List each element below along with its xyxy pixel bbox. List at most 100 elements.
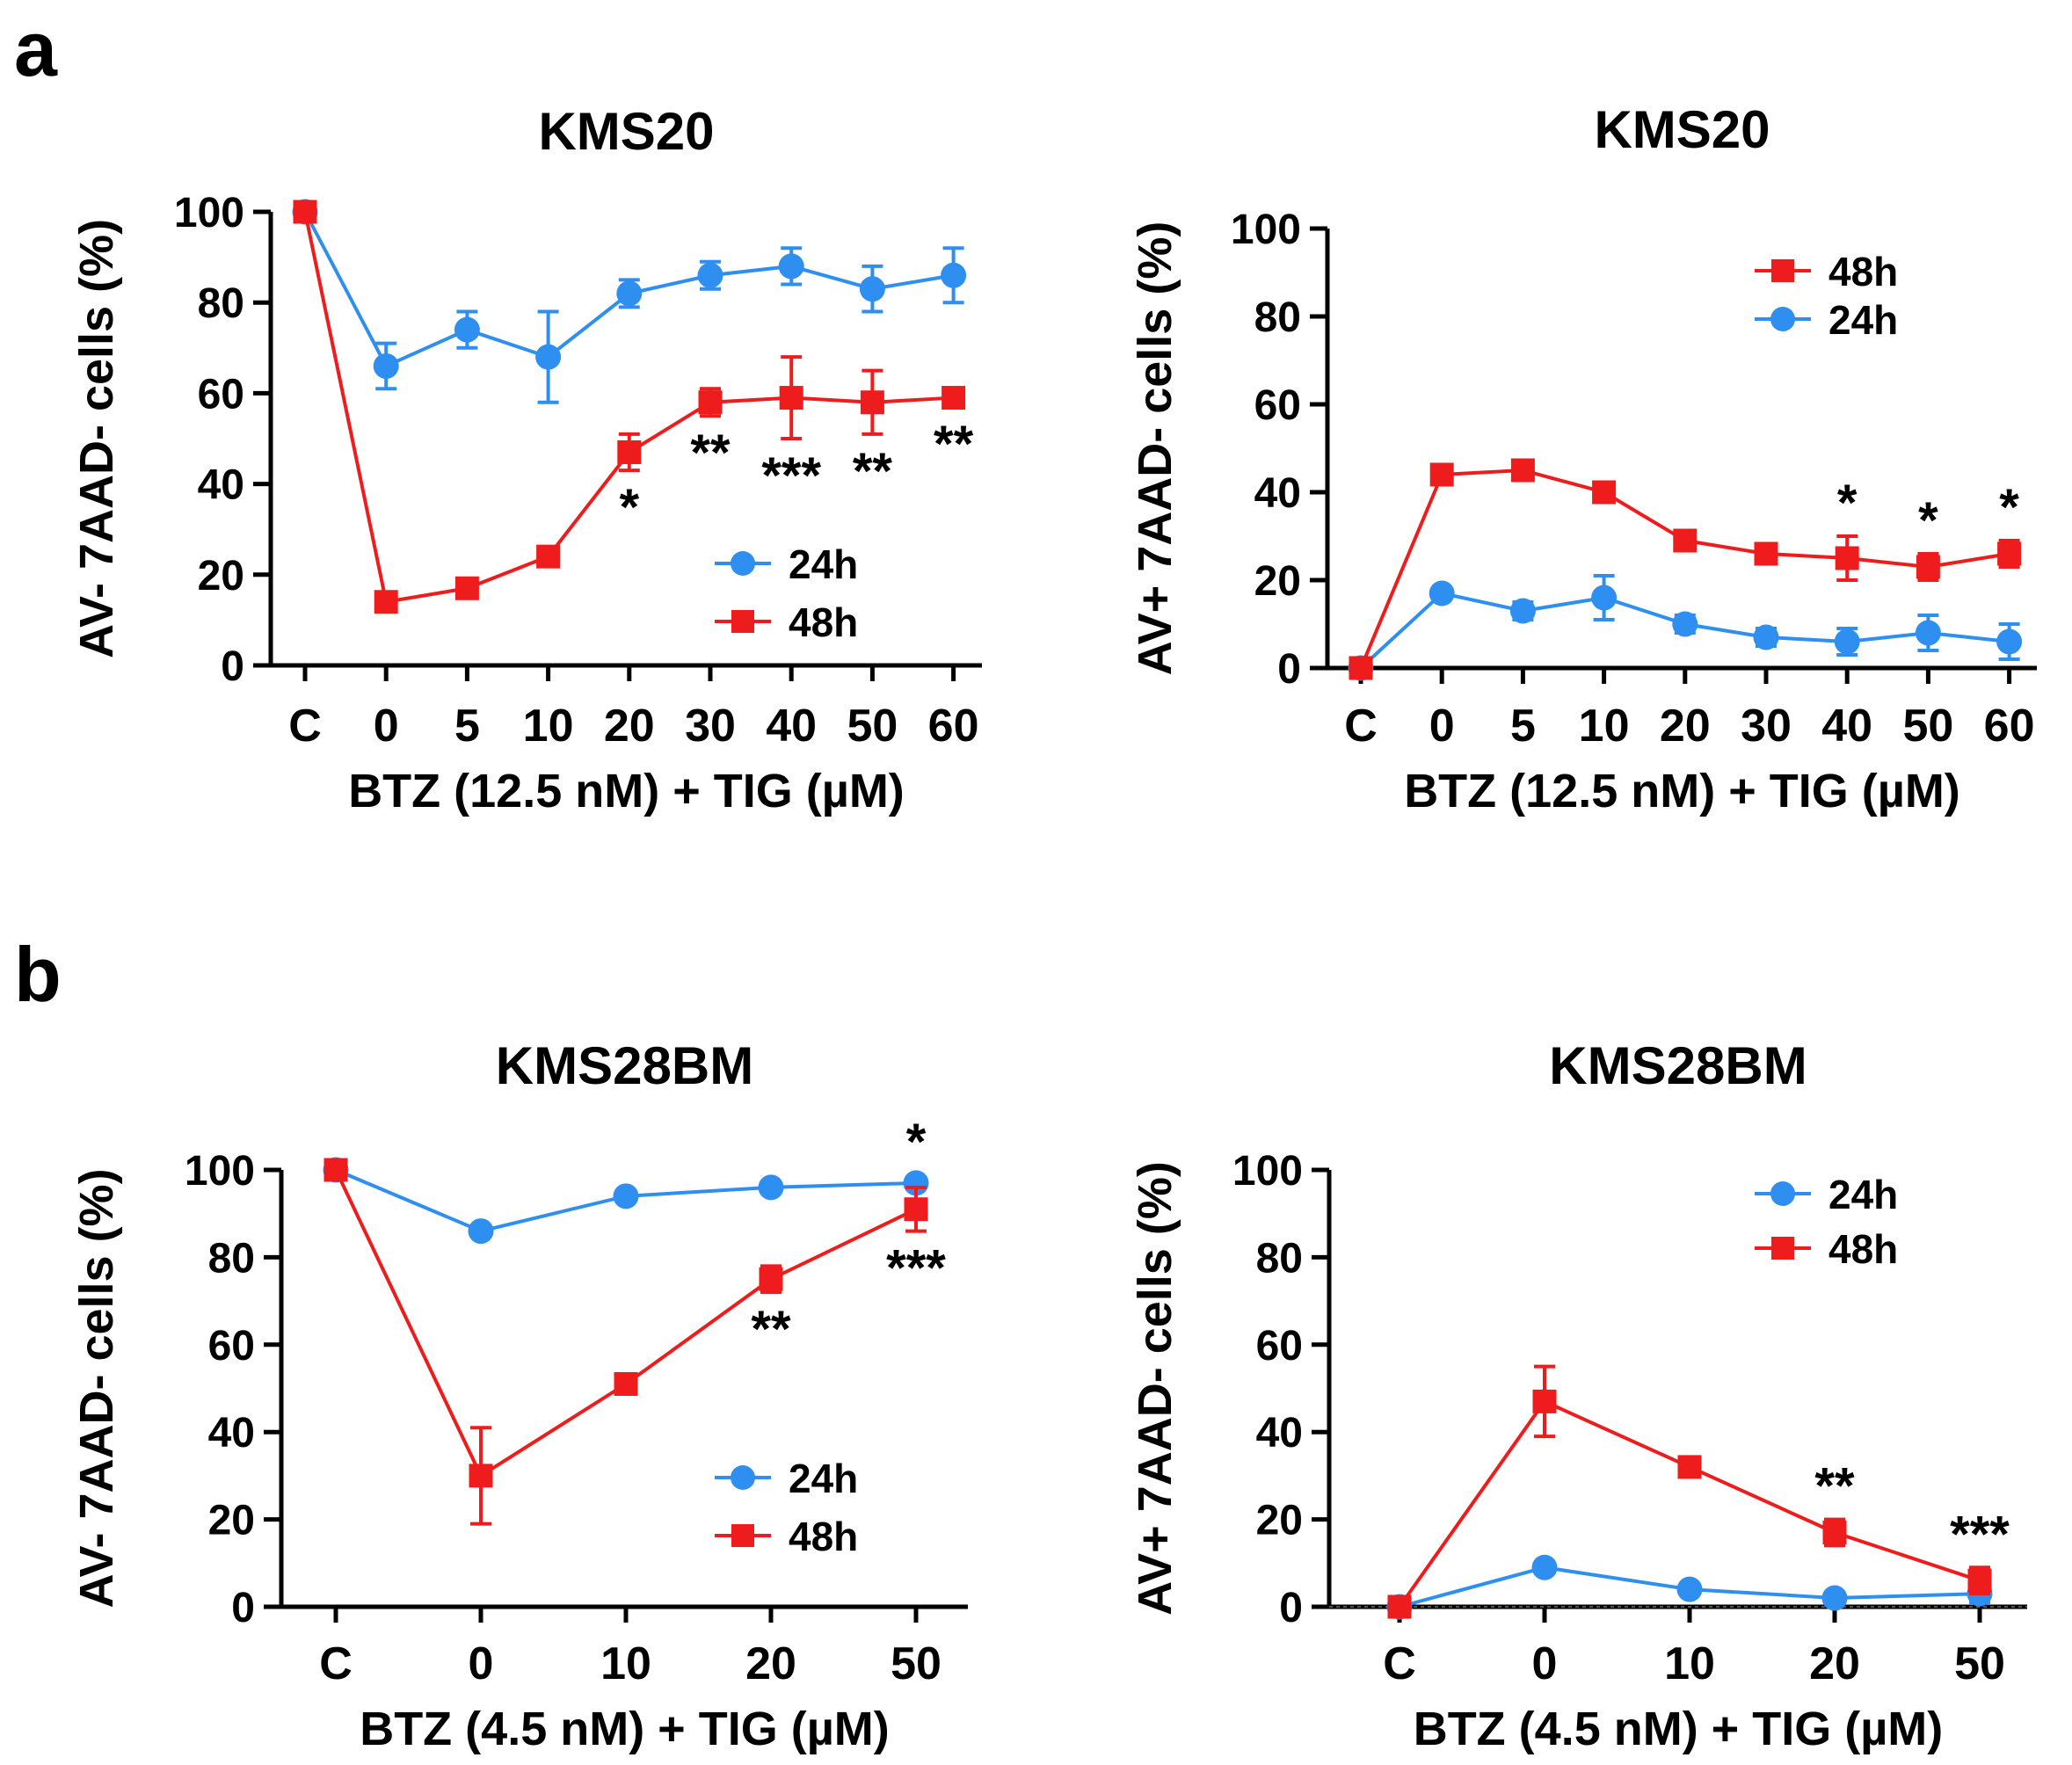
chart2-x-tick-label: 50 xyxy=(1902,701,1953,752)
chart1-legend-label-48h: 48h xyxy=(789,599,858,645)
chart2-series-24h-point xyxy=(1915,620,1941,646)
chart1-series-48h-point xyxy=(779,386,803,410)
chart2-legend-label-48h: 48h xyxy=(1828,249,1898,294)
chart1-x-tick-label: 60 xyxy=(928,701,979,752)
chart3-x-tick-label: 0 xyxy=(469,1638,494,1689)
chart3-y-tick-label: 60 xyxy=(208,1323,255,1369)
chart4-series-24h-point xyxy=(1821,1585,1848,1611)
chart3-series-48h-point xyxy=(759,1267,783,1291)
chart2-legend-marker-24h xyxy=(1770,307,1795,331)
chart2-significance-marker: * xyxy=(1837,475,1858,532)
chart2-legend-label-24h: 24h xyxy=(1828,297,1898,343)
chart3-series-48h-point xyxy=(324,1158,348,1182)
chart2-y-tick-label: 40 xyxy=(1254,470,1301,517)
chart1-legend-marker-24h xyxy=(731,551,755,576)
chart4-y-tick-label: 100 xyxy=(1232,1148,1303,1195)
chart3-significance-marker: *** xyxy=(886,1240,946,1297)
chart2-series-48h-line xyxy=(1359,468,2010,669)
chart2-series-48h-point xyxy=(1510,458,1535,483)
chart4-y-tick-label: 0 xyxy=(1279,1585,1303,1631)
chart1-y-tick-label: 20 xyxy=(198,553,244,599)
chart3-significance-marker: * xyxy=(906,1114,927,1171)
chart3-series-24h-point xyxy=(903,1170,929,1196)
chart3-y-tick-label: 0 xyxy=(231,1585,255,1631)
chart4-x-tick-label: 50 xyxy=(1954,1638,2005,1689)
chart2-y-tick-label: 60 xyxy=(1254,382,1301,429)
chart2-series-24h-point xyxy=(1996,628,2023,655)
chart2-series-48h-point xyxy=(1673,528,1698,553)
chart1-title: KMS20 xyxy=(538,102,714,161)
chart3-legend-label-48h: 48h xyxy=(789,1514,858,1559)
chart2-series-48h-point xyxy=(1916,555,1940,579)
chart4-legend-label-48h: 48h xyxy=(1828,1226,1898,1272)
chart4-legend-marker-24h xyxy=(1770,1181,1795,1206)
chart3-y-tick-label: 100 xyxy=(185,1148,255,1195)
chart1-y-axis-label: AV- 7AAD- cells (%) xyxy=(70,219,123,658)
chart1-series-48h-point xyxy=(617,439,642,464)
chart1-y-tick-label: 100 xyxy=(174,190,244,236)
chart2-series-24h-point xyxy=(1591,585,1618,611)
chart3-legend-marker-24h xyxy=(731,1465,755,1490)
chart4-x-tick-label: 10 xyxy=(1664,1638,1715,1689)
chart3-title: KMS28BM xyxy=(496,1036,753,1095)
chart2-y-tick-label: 80 xyxy=(1254,294,1301,341)
chart1-series-48h-point xyxy=(698,390,723,415)
chart2-series-48h-point xyxy=(1349,656,1373,680)
chart2-x-tick-label: 0 xyxy=(1429,701,1455,752)
chart3-series-48h-point xyxy=(469,1464,493,1488)
chart1-series-48h-point xyxy=(860,390,884,415)
chart1-x-tick-label: 0 xyxy=(374,701,399,752)
chart1-y-tick-label: 80 xyxy=(198,280,244,327)
chart2-series-48h-point xyxy=(1754,541,1778,566)
chart2-x-tick-label: 10 xyxy=(1579,701,1630,752)
chart2-series-48h-point xyxy=(1429,462,1454,487)
chart1-legend-marker-48h xyxy=(731,610,754,633)
chart3-y-tick-label: 40 xyxy=(208,1410,255,1456)
chart2-series-24h-point xyxy=(1429,580,1455,606)
chart4-series-48h-point xyxy=(1532,1389,1557,1413)
chart4-series-48h-point xyxy=(1967,1568,1992,1593)
chart3-x-tick-label: 20 xyxy=(745,1638,796,1689)
chart2-significance-marker: * xyxy=(1999,479,2019,536)
chart1-y-tick-label: 0 xyxy=(221,643,244,690)
chart4-series-24h-point xyxy=(1676,1576,1703,1602)
chart3-series-48h-point xyxy=(614,1372,638,1397)
chart4-series-48h-point xyxy=(1822,1521,1847,1545)
chart1-y-tick-label: 60 xyxy=(198,371,244,418)
chart1-x-tick-label: 5 xyxy=(454,701,480,752)
panel-label-b: b xyxy=(14,931,62,1018)
chart1-series-48h-point xyxy=(941,386,966,410)
chart3-legend-label-24h: 24h xyxy=(789,1456,858,1501)
chart1-y-tick-label: 40 xyxy=(198,462,244,509)
chart4-significance-marker: *** xyxy=(1950,1506,2010,1563)
chart2-x-axis-label: BTZ (12.5 nM) + TIG (µM) xyxy=(1404,765,1960,817)
chart2-series-24h-point xyxy=(1834,628,1860,655)
chart4-x-axis-label: BTZ (4.5 nM) + TIG (µM) xyxy=(1414,1703,1944,1755)
chart3-series-48h-point xyxy=(904,1197,928,1222)
chart1-series-24h-point xyxy=(778,253,804,280)
chart1-x-tick-label: 30 xyxy=(685,701,736,752)
chart2-x-tick-label: 30 xyxy=(1741,701,1792,752)
chart2-y-tick-label: 0 xyxy=(1277,646,1301,693)
chart4-series-48h-point xyxy=(1387,1594,1412,1619)
chart1-series-24h-point xyxy=(616,280,643,307)
chart4-series-48h-line xyxy=(1398,1398,1981,1609)
chart1-series-48h-point xyxy=(293,200,317,224)
chart1-legend-label-24h: 24h xyxy=(789,541,858,587)
chart4-y-tick-label: 60 xyxy=(1256,1323,1303,1369)
chart3-x-tick-label: C xyxy=(319,1638,353,1689)
chart4-series-24h-point xyxy=(1531,1554,1558,1580)
chart1-series-24h-point xyxy=(859,276,885,302)
chart1-significance-marker: *** xyxy=(761,447,821,505)
chart2-x-tick-label: 60 xyxy=(1984,701,2035,752)
chart2-series-48h-point xyxy=(1997,541,2022,566)
chart2-series-24h-point xyxy=(1753,624,1779,650)
chart1-x-tick-label: 20 xyxy=(604,701,655,752)
chart3-x-tick-label: 50 xyxy=(891,1638,941,1689)
chart1-x-axis-label: BTZ (12.5 nM) + TIG (µM) xyxy=(348,765,905,817)
chart2-x-tick-label: 5 xyxy=(1510,701,1536,752)
chart1-series-24h-point xyxy=(373,352,399,379)
chart2-series-24h-point xyxy=(1509,598,1536,624)
chart4-significance-marker: ** xyxy=(1814,1458,1855,1515)
